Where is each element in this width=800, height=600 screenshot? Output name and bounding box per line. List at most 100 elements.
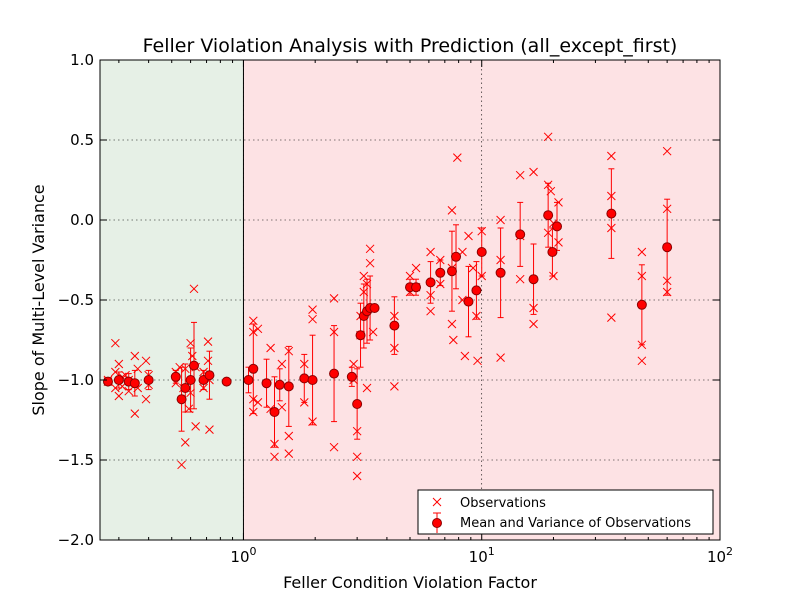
mean-point <box>552 221 563 232</box>
observation-point <box>124 386 134 396</box>
observation-point <box>248 316 258 326</box>
observation-point <box>130 409 140 418</box>
observation-point <box>352 426 362 436</box>
mean-point <box>355 330 366 341</box>
observation-point <box>426 290 435 300</box>
observation-point <box>329 294 339 303</box>
observation-point <box>141 394 151 404</box>
x-tick-label: 102 <box>707 545 733 566</box>
observation-point <box>130 351 140 361</box>
observation-point <box>191 422 200 431</box>
x-tick-label: 101 <box>469 545 495 566</box>
observation-point <box>390 382 399 391</box>
observation-point <box>529 319 538 329</box>
y-tick-label: −1.5 <box>58 451 94 469</box>
mean-point <box>463 296 474 307</box>
mean-point <box>495 267 506 278</box>
mean-point <box>471 285 482 296</box>
observation-point <box>203 337 213 346</box>
chart-title: Feller Violation Analysis with Predictio… <box>143 35 678 57</box>
observation-point <box>205 425 214 434</box>
observation-point <box>607 191 616 201</box>
observation-point <box>515 170 525 180</box>
mean-point <box>221 376 232 387</box>
legend-mean-marker <box>432 512 442 533</box>
observation-point <box>199 383 208 393</box>
mean-point <box>274 379 285 390</box>
observation-point <box>277 402 287 412</box>
observation-point <box>473 356 482 366</box>
observation-point <box>460 351 470 361</box>
observation-point <box>266 343 275 353</box>
mean-point <box>261 378 272 389</box>
observation-point <box>529 303 538 313</box>
observation-point <box>299 398 309 407</box>
observation-point <box>189 284 199 294</box>
observation-point <box>390 343 399 353</box>
legend: Observations Mean and Variance of Observ… <box>417 489 714 535</box>
observation-point <box>662 276 672 286</box>
observation-point <box>111 383 120 393</box>
observation-point <box>365 258 375 268</box>
mean-markers <box>102 208 673 417</box>
legend-observations-label: Observations <box>460 496 546 511</box>
observation-point <box>284 346 294 356</box>
mean-point <box>446 266 457 277</box>
observation-point <box>411 263 421 273</box>
observation-point <box>270 439 279 449</box>
observation-point <box>284 431 294 441</box>
mean-point <box>411 282 422 293</box>
observation-point <box>187 351 197 361</box>
observation-point <box>496 353 505 362</box>
mean-point <box>451 251 462 262</box>
observation-point <box>114 391 124 401</box>
observation-point <box>329 327 339 337</box>
mean-point <box>352 399 363 409</box>
observation-point <box>662 287 672 297</box>
observation-point <box>477 226 487 236</box>
mean-point <box>547 247 558 257</box>
observation-point <box>496 255 505 265</box>
mean-point <box>636 299 647 310</box>
observation-point <box>329 442 339 452</box>
observation-markers <box>103 132 672 481</box>
observation-point <box>426 247 435 257</box>
observation-point <box>637 247 647 257</box>
mean-point <box>425 277 436 288</box>
mean-point <box>528 274 539 285</box>
observation-point <box>662 146 672 156</box>
observation-point <box>308 314 317 324</box>
observation-point <box>543 132 553 142</box>
legend-mean-label: Mean and Variance of Observations <box>460 516 691 531</box>
y-tick-label: −0.5 <box>58 291 94 309</box>
observation-point <box>177 460 186 470</box>
y-tick-label: 0.0 <box>70 211 94 229</box>
observation-point <box>308 305 317 314</box>
observation-point <box>362 279 372 289</box>
observation-point <box>607 151 616 161</box>
mean-point <box>204 370 215 381</box>
observation-point <box>554 238 563 247</box>
mean-point <box>188 360 199 371</box>
observation-point <box>114 359 124 369</box>
legend-box <box>417 489 714 535</box>
y-tick-label: −1.0 <box>58 371 94 389</box>
observation-point <box>359 271 369 281</box>
tick-labels: 1.0 0.5 0.0 −0.5 −1.0 −1.5 −2.0 100 101 102 <box>58 51 733 566</box>
mean-point <box>369 303 380 313</box>
observation-point <box>447 319 457 329</box>
observation-point <box>352 471 362 481</box>
observation-point <box>248 394 258 404</box>
observation-point <box>248 327 258 337</box>
mean-point <box>476 247 487 257</box>
mean-point <box>662 242 673 253</box>
observation-point <box>308 417 317 426</box>
observation-point <box>203 356 213 366</box>
mean-point <box>515 229 526 240</box>
y-tick-label: −2.0 <box>58 531 94 549</box>
x-tick-label: 100 <box>230 545 256 566</box>
observation-point <box>180 364 190 374</box>
mean-point <box>389 320 400 331</box>
mean-point <box>243 375 254 385</box>
observation-point <box>472 311 481 321</box>
